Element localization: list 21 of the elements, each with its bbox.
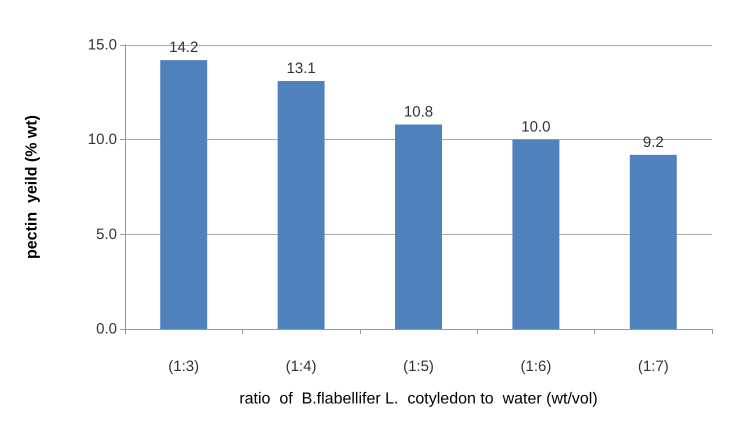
data-label: 10.0 [521,118,550,136]
bar [278,80,325,329]
data-label: 9.2 [642,134,664,151]
data-label: 10.8 [404,104,434,121]
x-tick-label: (1:3) [168,358,200,375]
bar [395,124,442,329]
data-label: 13.1 [286,60,316,77]
y-tick-label: 0.0 [96,320,117,338]
x-axis-title: ratio of B.flabellifer L. cotyledon to water (wt/vol) [239,390,598,408]
y-tick-label: 15.0 [88,36,117,54]
data-label: 14.2 [169,39,198,56]
bar [630,154,677,329]
x-tick-label: (1:4) [286,358,317,375]
x-tick-label: (1:5) [403,358,434,375]
y-tick-label: 10.0 [88,131,117,148]
bar [512,140,560,329]
y-axis-title: pectin yeild (% wt) [24,114,40,260]
x-tick-label: (1:7) [638,358,669,375]
y-tick-label: 5.0 [96,226,117,243]
bar [160,60,208,329]
x-tick-label: (1:6) [520,358,552,375]
